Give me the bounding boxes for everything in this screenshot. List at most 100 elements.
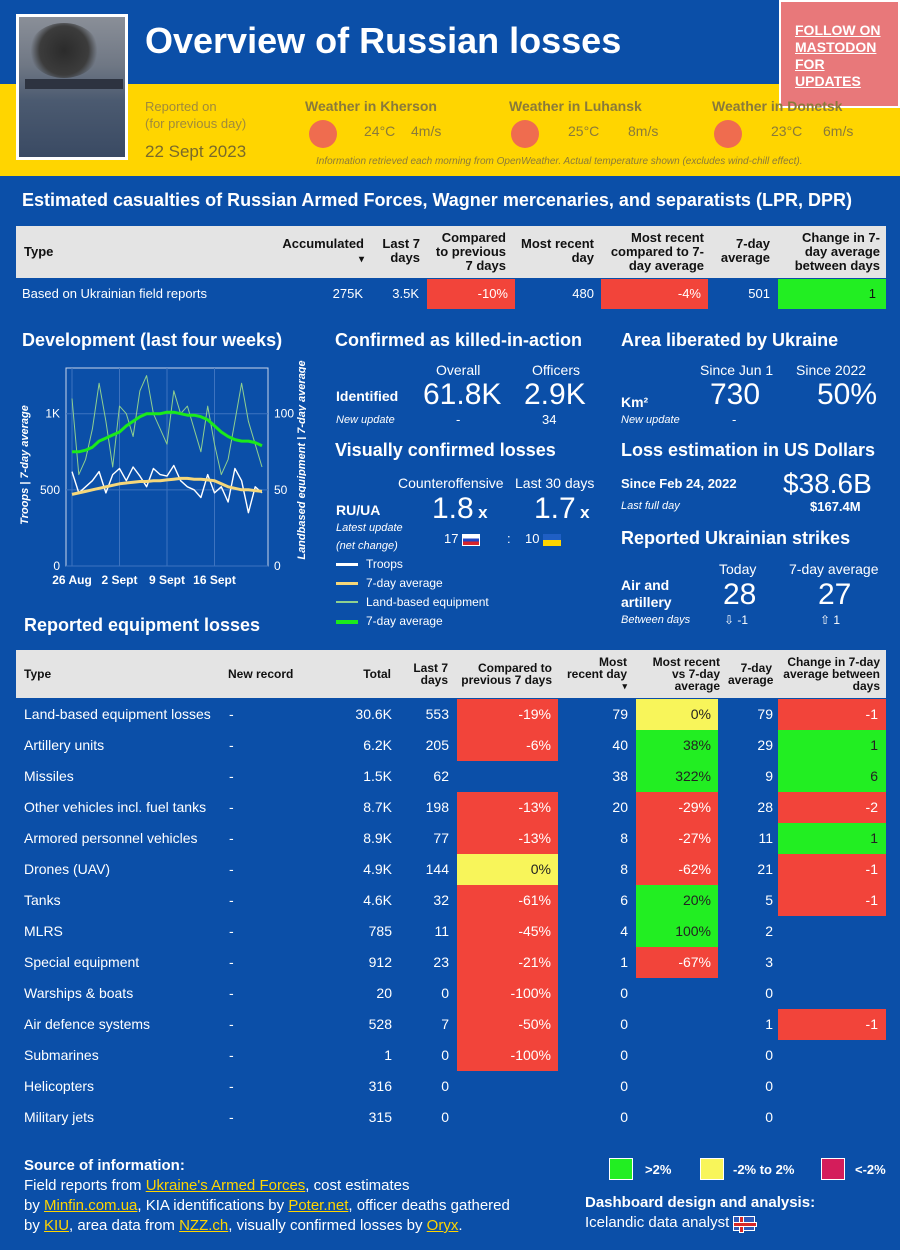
- col-recent: Most recent day: [521, 236, 594, 265]
- source-link-kiu[interactable]: KIU: [44, 1217, 70, 1234]
- header-info-band: [0, 84, 900, 176]
- eq-cell-mrv: -62%: [636, 854, 718, 885]
- legend-swatch-yellow: [700, 1158, 724, 1180]
- eq-cell-last7: 11: [434, 923, 449, 939]
- eq-cell-total: 1.5K: [363, 768, 392, 784]
- sun-icon: [714, 120, 742, 148]
- legend-label: 7-day average: [366, 614, 443, 628]
- eq-cell-cmp: [457, 761, 558, 792]
- y-right-label: Landbased equipment | 7-day average: [296, 360, 306, 559]
- eq-cell-type: Missiles: [24, 768, 74, 784]
- design-name: Icelandic data analyst: [585, 1214, 730, 1231]
- equipment-heading: Reported equipment losses: [24, 615, 261, 635]
- eq-cell-rec: -: [229, 861, 234, 877]
- reported-label: Reported on (for previous day): [145, 98, 246, 132]
- x-tick-label: 16 Sept: [193, 573, 236, 587]
- eq-cell-mrv: [636, 1071, 718, 1102]
- table-row: Warships & boats - 20 0 -100% 0 0: [16, 978, 886, 1009]
- eq-cell-avg: 9: [765, 768, 773, 784]
- eq-col-mrv-l3: average: [674, 679, 720, 693]
- eq-cell-total: 315: [368, 1109, 392, 1125]
- eq-cell-last7: 77: [433, 830, 449, 846]
- eq-cell-recent: 8: [620, 830, 628, 846]
- eq-cell-avg: 28: [757, 799, 773, 815]
- cas-change: 1: [868, 286, 876, 301]
- kia-col-officers: Officers: [532, 362, 580, 378]
- eq-cell-avg: 11: [758, 830, 773, 846]
- visual-val2-group: 1.7 x: [534, 492, 590, 526]
- eq-cell-last7: 32: [433, 892, 449, 908]
- eq-col-change: Change in 7-day average between days: [782, 656, 880, 692]
- visual-ua-change: 10: [525, 531, 562, 546]
- strikes-label-1: Air and: [621, 577, 670, 593]
- eq-cell-type: Other vehicles incl. fuel tanks: [24, 799, 207, 815]
- legend-label-yellow: -2% to 2%: [733, 1162, 795, 1177]
- eq-cell-total: 6.2K: [363, 737, 392, 753]
- eq-cell-chg: [778, 1040, 886, 1071]
- eq-col-chg-l1: Change in 7-day: [787, 655, 880, 669]
- eq-cell-type: Land-based equipment losses: [24, 706, 211, 722]
- eq-cell-mrv: 38%: [636, 730, 718, 761]
- eq-cell-type: Warships & boats: [24, 985, 134, 1001]
- strikes-today-change: ⇩ -1: [724, 613, 749, 627]
- eq-cell-avg: 0: [765, 1047, 773, 1063]
- eq-cell-avg: 0: [765, 1109, 773, 1125]
- eq-cell-type: Special equipment: [24, 954, 140, 970]
- eq-cell-mrv: [636, 978, 718, 1009]
- table-row: Special equipment - 912 23 -21% 1 -67% 3: [16, 947, 886, 978]
- strikes-avg-change: ⇧ 1: [820, 613, 841, 627]
- eq-cell-total: 20: [376, 985, 392, 1001]
- cas-compared-cell: -10%: [427, 279, 515, 309]
- weather-donetsk: Weather in Donetsk 23°C 6m/s: [712, 98, 892, 148]
- legend-item-equipment: Land-based equipment: [336, 594, 536, 613]
- sort-arrow-icon[interactable]: ▾: [358, 254, 364, 265]
- cas-type: Based on Ukrainian field reports: [22, 286, 207, 301]
- eq-cell-mrv: 100%: [636, 916, 718, 947]
- source-link-poter[interactable]: Poter.net: [288, 1197, 349, 1214]
- col-accumulated[interactable]: Accumulated ▾: [266, 237, 364, 267]
- kia-row-label: Identified: [336, 388, 399, 404]
- ua-change-value: 10: [525, 531, 540, 546]
- eq-cell-last7: 205: [425, 737, 449, 753]
- table-row: MLRS - 785 11 -45% 4 100% 2: [16, 916, 886, 947]
- visual-sep: :: [507, 531, 511, 546]
- usd-heading: Loss estimation in US Dollars: [621, 440, 876, 460]
- eq-col-total: Total: [363, 667, 391, 681]
- eq-col-recent[interactable]: Most recent day ▾: [561, 656, 627, 692]
- weather-title: Weather in Donetsk: [712, 98, 843, 114]
- table-row: Tanks - 4.6K 32 -61% 6 20% 5 -1: [16, 885, 886, 916]
- legend-label: Land-based equipment: [366, 595, 489, 609]
- eq-cell-recent: 40: [612, 737, 628, 753]
- source-link-nzz[interactable]: NZZ.ch: [179, 1217, 229, 1234]
- ukraine-flag-icon: [543, 533, 562, 546]
- source-info: Source of information: Field reports fro…: [24, 1156, 584, 1236]
- x-tick-label: 2 Sept: [101, 573, 137, 587]
- eq-cell-type: MLRS: [24, 923, 63, 939]
- eq-cell-recent: 0: [620, 1109, 628, 1125]
- source-link-armed-forces[interactable]: Ukraine's Armed Forces: [145, 1177, 306, 1194]
- eq-cell-cmp: 0%: [457, 854, 558, 885]
- weather-kherson: Weather in Kherson 24°C 4m/s: [305, 98, 495, 148]
- sort-arrow-icon[interactable]: ▾: [622, 681, 627, 691]
- eq-cell-recent: 6: [620, 892, 628, 908]
- follow-mastodon-link[interactable]: FOLLOW ON MASTODON FOR UPDATES: [779, 0, 900, 108]
- visual-val1-group: 1.8 x: [432, 492, 488, 526]
- eq-col-recent-vs-avg: Most recent vs 7-day average: [636, 656, 720, 692]
- usd-label: Since Feb 24, 2022: [621, 476, 737, 491]
- header-photo: [16, 14, 128, 160]
- series-line-1: [71, 476, 263, 496]
- strikes-sub: Between days: [621, 614, 691, 626]
- cas-recent-vs-avg-cell: -4%: [601, 279, 708, 309]
- table-row: Other vehicles incl. fuel tanks -8.7K 198-…: [16, 792, 886, 823]
- source-text: , area data from: [69, 1217, 180, 1234]
- series-line-2: [71, 375, 263, 476]
- source-link-oryx[interactable]: Oryx: [426, 1217, 459, 1234]
- legend-swatch: [336, 582, 358, 585]
- eq-cell-recent: 79: [612, 706, 628, 722]
- strikes-avg: 27: [818, 578, 852, 611]
- legend-label: 7-day average: [366, 576, 443, 590]
- eq-cell-type: Tanks: [24, 892, 61, 908]
- eq-cell-mrv: -29%: [636, 792, 718, 823]
- eq-cell-cmp: -13%: [457, 823, 558, 854]
- source-link-minfin[interactable]: Minfin.com.ua: [44, 1197, 138, 1214]
